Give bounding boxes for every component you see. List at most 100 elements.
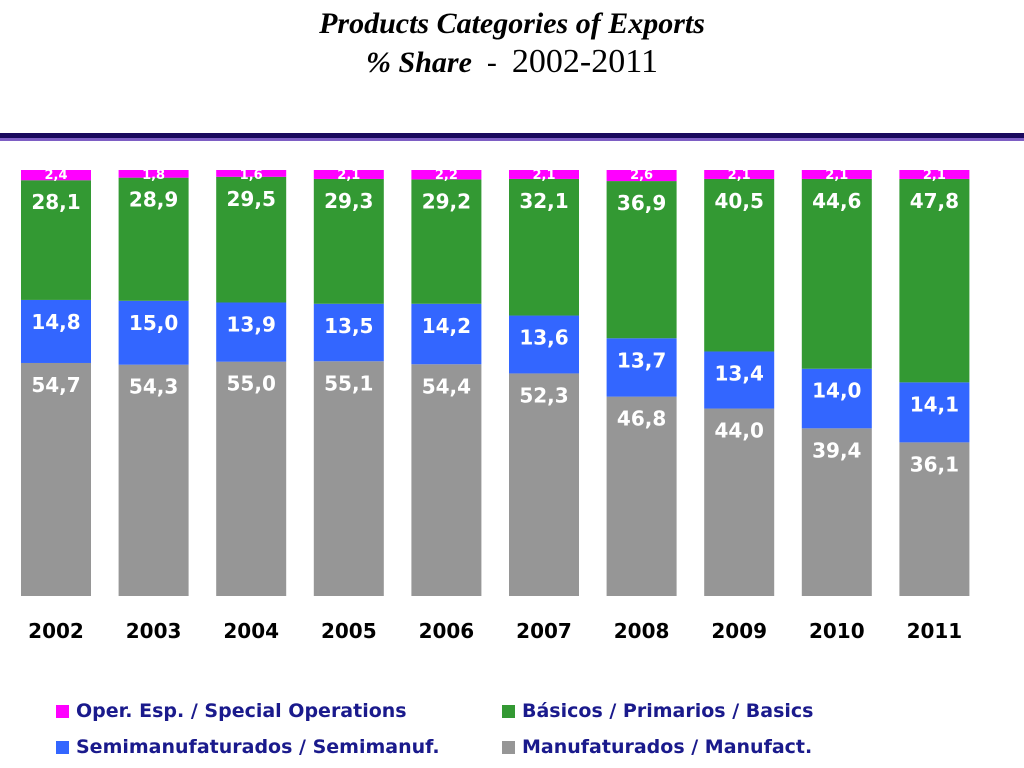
chart-title-range: 2002-2011	[511, 43, 658, 80]
data-label-semimanuf-2004: 13,9	[227, 312, 276, 336]
data-label-manufact-2011: 36,1	[910, 452, 959, 476]
bar-segment-basics-2009	[704, 178, 775, 352]
data-label-manufact-2007: 52,3	[519, 383, 568, 407]
bar-segment-manufact-2009	[704, 408, 775, 596]
bar-segment-manufact-2004	[216, 361, 287, 596]
legend-swatch-special	[56, 704, 69, 718]
data-label-semimanuf-2003: 15,0	[129, 311, 178, 335]
data-label-basics-2009: 40,5	[715, 189, 764, 213]
bar-segment-manufact-2008	[606, 396, 677, 596]
data-label-basics-2010: 44,6	[812, 189, 861, 213]
bar-segment-basics-2002	[21, 180, 91, 300]
chart-title-share-label: % Share	[366, 46, 472, 79]
bar-segment-special-2006	[411, 170, 482, 180]
bar-segment-semimanuf-2010	[801, 368, 872, 429]
title-divider	[0, 133, 1024, 138]
bar-segment-basics-2006	[411, 179, 482, 304]
bar-segment-special-2005	[313, 170, 384, 179]
data-label-semimanuf-2005: 13,5	[324, 314, 373, 338]
bar-segment-special-2004	[216, 170, 287, 177]
data-label-special-2011: 2,1	[923, 168, 946, 183]
bar-segment-basics-2003	[118, 177, 189, 301]
data-label-manufact-2002: 54,7	[31, 373, 80, 397]
data-label-special-2009: 2,1	[728, 168, 751, 183]
legend-label-manufact: Manufaturados / Manufact.	[522, 736, 813, 758]
data-label-manufact-2010: 39,4	[812, 438, 861, 462]
chart-title: Products Categories of Exports % Share -…	[0, 6, 1024, 83]
data-label-basics-2005: 29,3	[324, 189, 373, 213]
bar-segment-semimanuf-2004	[216, 302, 287, 362]
data-label-basics-2004: 29,5	[227, 187, 276, 211]
legend-label-special: Oper. Esp. / Special Operations	[76, 700, 407, 722]
bar-segment-special-2007	[509, 170, 579, 179]
bar-segment-basics-2010	[801, 178, 872, 369]
data-label-manufact-2008: 46,8	[617, 407, 666, 431]
bar-segment-semimanuf-2007	[509, 315, 579, 374]
title-divider-shadow	[0, 138, 1024, 141]
bar-segment-special-2003	[118, 170, 189, 178]
bar-segment-special-2008	[606, 170, 677, 182]
legend-item-semimanuf: Semimanufaturados / Semimanuf.	[56, 736, 440, 758]
x-tick-label-2003: 2003	[126, 619, 182, 643]
data-label-manufact-2006: 54,4	[422, 374, 471, 398]
data-label-special-2004: 1,6	[240, 168, 263, 183]
data-label-basics-2002: 28,1	[31, 190, 80, 214]
legend-item-basics: Básicos / Primarios / Basics	[502, 700, 813, 722]
legend-item-manufact: Manufaturados / Manufact.	[502, 736, 812, 758]
data-label-manufact-2005: 55,1	[324, 371, 373, 395]
data-label-semimanuf-2010: 14,0	[812, 379, 861, 403]
legend-swatch-semimanuf	[56, 740, 69, 754]
bar-segment-manufact-2005	[313, 361, 384, 596]
bar-segment-manufact-2010	[801, 428, 872, 596]
data-label-manufact-2003: 54,3	[129, 375, 178, 399]
data-label-special-2006: 2,2	[435, 168, 458, 183]
bar-segment-semimanuf-2009	[704, 351, 775, 409]
bar-segment-special-2010	[801, 170, 872, 179]
data-label-basics-2008: 36,9	[617, 191, 666, 215]
data-label-basics-2007: 32,1	[519, 189, 568, 213]
stacked-bar-chart: 54,7 14,8 28,1 2,4 2002 54,3 15,0 28,9 1,8 2003 55…	[21, 168, 970, 643]
data-label-special-2010: 2,1	[825, 168, 848, 183]
chart-title-dash: -	[479, 46, 505, 79]
data-label-basics-2003: 28,9	[129, 188, 178, 212]
x-tick-label-2007: 2007	[516, 619, 572, 643]
data-label-manufact-2004: 55,0	[227, 372, 276, 396]
data-label-special-2007: 2,1	[532, 168, 555, 183]
x-tick-label-2006: 2006	[419, 619, 475, 643]
data-label-special-2005: 2,1	[337, 168, 360, 183]
data-label-semimanuf-2011: 14,1	[910, 392, 959, 416]
bar-segment-basics-2011	[899, 178, 970, 383]
bar-segment-manufact-2011	[899, 442, 970, 596]
x-tick-label-2011: 2011	[907, 619, 963, 643]
bar-segment-manufact-2007	[509, 373, 579, 596]
bar-segment-basics-2004	[216, 176, 287, 303]
data-label-basics-2006: 29,2	[422, 189, 471, 213]
data-label-semimanuf-2002: 14,8	[31, 310, 80, 334]
x-tick-label-2004: 2004	[223, 619, 279, 643]
legend-swatch-basics	[502, 704, 515, 718]
bar-segment-special-2011	[899, 170, 970, 179]
bar-segment-semimanuf-2003	[118, 300, 189, 365]
data-label-semimanuf-2009: 13,4	[715, 361, 764, 385]
data-label-semimanuf-2007: 13,6	[519, 326, 568, 350]
data-label-semimanuf-2008: 13,7	[617, 348, 666, 372]
chart-title-line2: % Share - 2002-2011	[0, 42, 1024, 83]
bar-segment-special-2009	[704, 170, 775, 179]
x-tick-label-2009: 2009	[711, 619, 767, 643]
data-label-manufact-2009: 44,0	[715, 419, 764, 443]
bar-segment-semimanuf-2008	[606, 338, 677, 397]
data-label-special-2002: 2,4	[44, 168, 67, 183]
bar-segment-manufact-2002	[21, 362, 91, 596]
bar-segment-special-2002	[21, 170, 91, 181]
legend-item-special: Oper. Esp. / Special Operations	[56, 700, 407, 722]
legend-label-semimanuf: Semimanufaturados / Semimanuf.	[76, 736, 440, 758]
data-label-special-2003: 1,8	[142, 168, 165, 183]
data-label-semimanuf-2006: 14,2	[422, 314, 471, 338]
legend-label-basics: Básicos / Primarios / Basics	[522, 700, 814, 722]
bar-segment-semimanuf-2006	[411, 303, 482, 365]
x-tick-label-2008: 2008	[614, 619, 670, 643]
data-label-basics-2011: 47,8	[910, 189, 959, 213]
legend-swatch-manufact	[502, 740, 515, 754]
bar-segment-basics-2008	[606, 181, 677, 339]
x-tick-label-2002: 2002	[28, 619, 84, 643]
